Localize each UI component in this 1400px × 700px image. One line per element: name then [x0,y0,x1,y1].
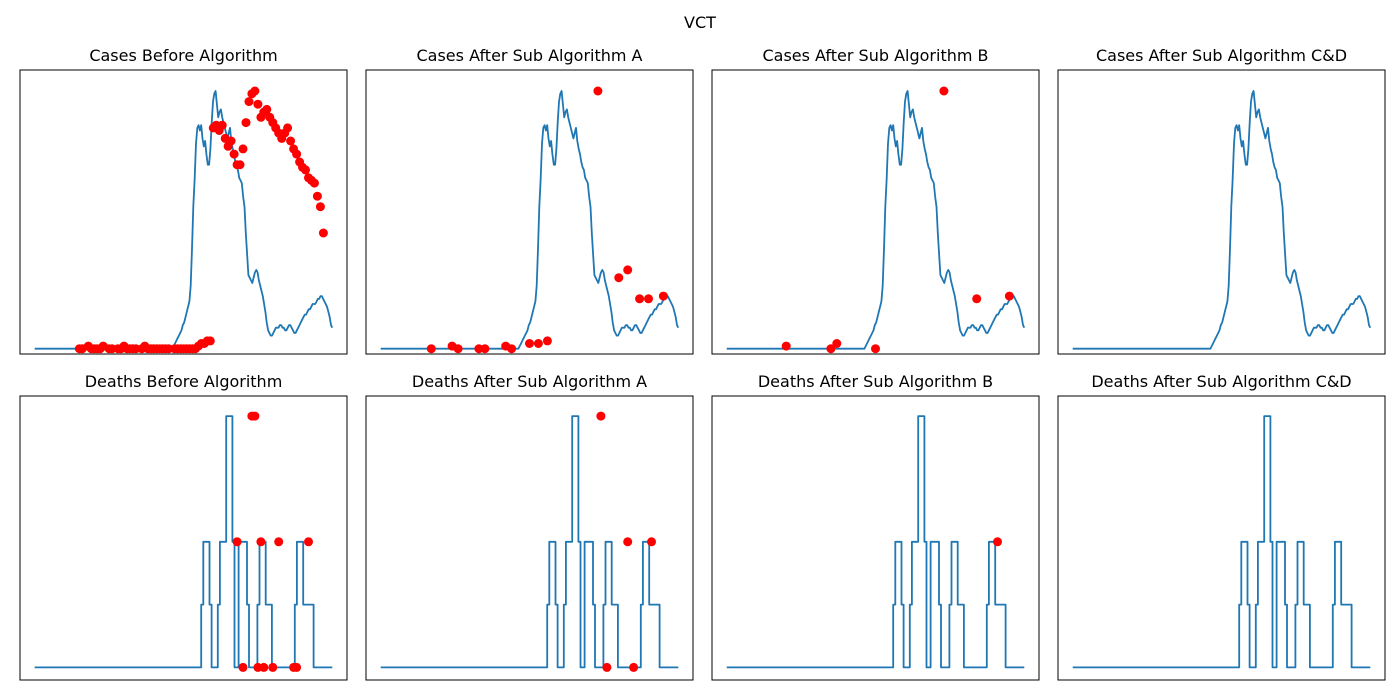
outlier-marker [629,662,639,672]
outlier-marker [832,339,842,348]
outlier-marker [217,120,227,130]
chart-panel-2: Cases After Sub Algorithm A [365,46,694,355]
outlier-marker [238,662,248,672]
outlier-marker [241,118,251,128]
outlier-marker [781,341,791,351]
outlier-marker [283,123,293,133]
chart-title: Cases After Sub Algorithm C&D [1096,46,1347,65]
outlier-marker [635,294,645,304]
series-line-1 [1072,415,1371,669]
outlier-marker [480,344,490,354]
outlier-marker [542,336,552,346]
series-line-1 [1072,90,1372,350]
outlier-marker [623,537,633,547]
series-line-1 [34,415,333,669]
outlier-marker [593,86,603,96]
outlier-marker [525,339,534,348]
outlier-marker [871,344,880,354]
outlier-marker [972,294,982,304]
chart-panel-8: Deaths After Sub Algorithm C&D [1057,372,1386,681]
outlier-marker [301,165,310,175]
outlier-marker [1004,291,1014,301]
outlier-marker [644,294,653,304]
chart-title: Deaths After Sub Algorithm A [412,372,647,391]
outlier-marker [614,273,624,283]
chart-title: Cases After Sub Algorithm B [762,46,988,65]
outlier-marker [647,537,656,547]
outlier-marker [826,344,836,354]
chart-panel-1: Cases Before Algorithm [19,46,348,355]
outlier-marker [453,344,463,354]
outlier-marker [229,149,239,159]
outlier-marker [292,149,302,159]
plot-area [1057,395,1386,681]
outlier-marker [315,202,325,212]
chart-panel-6: Deaths After Sub Algorithm A [365,372,694,681]
chart-title: Cases Before Algorithm [89,46,277,65]
outlier-marker [262,104,272,114]
plot-area [19,395,348,681]
outlier-marker [623,265,633,275]
outlier-marker [268,662,278,672]
plot-area [1057,69,1386,355]
plot-area [365,69,694,355]
outlier-marker [602,662,612,672]
series-line-1 [726,415,1025,669]
outlier-marker [244,97,254,107]
outlier-marker [596,411,606,421]
outlier-marker [318,228,328,238]
figure-title: VCT [684,13,716,32]
outlier-marker [309,178,319,188]
chart-panel-4: Cases After Sub Algorithm C&D [1057,46,1386,355]
chart-panel-3: Cases After Sub Algorithm B [711,46,1040,355]
outlier-marker [256,537,266,547]
outlier-marker [507,344,517,354]
plot-area [365,395,694,681]
series-line-1 [726,90,1026,350]
outlier-marker [250,86,260,96]
outlier-marker [238,144,248,154]
outlier-marker [312,191,322,201]
chart-title: Cases After Sub Algorithm A [416,46,642,65]
outlier-marker [533,339,543,348]
outlier-marker [993,537,1002,547]
outlier-marker [426,344,436,354]
outlier-marker [286,136,296,146]
outlier-marker [658,291,668,301]
chart-panel-5: Deaths Before Algorithm [19,372,348,681]
outlier-marker [235,160,245,170]
outlier-marker [259,662,269,672]
outlier-marker [304,537,313,547]
plot-area [711,69,1040,355]
outlier-marker [253,99,263,109]
outlier-marker [205,336,215,346]
outlier-marker [250,411,260,421]
outlier-marker [939,86,949,96]
chart-panel-7: Deaths After Sub Algorithm B [711,372,1040,681]
chart-title: Deaths After Sub Algorithm B [758,372,993,391]
outlier-marker [274,537,284,547]
outlier-marker [226,136,236,146]
plot-area [711,395,1040,681]
chart-title: Deaths After Sub Algorithm C&D [1091,372,1351,391]
outlier-marker [292,662,302,672]
plot-area [19,69,348,355]
chart-title: Deaths Before Algorithm [85,372,283,391]
outlier-marker [232,537,242,547]
